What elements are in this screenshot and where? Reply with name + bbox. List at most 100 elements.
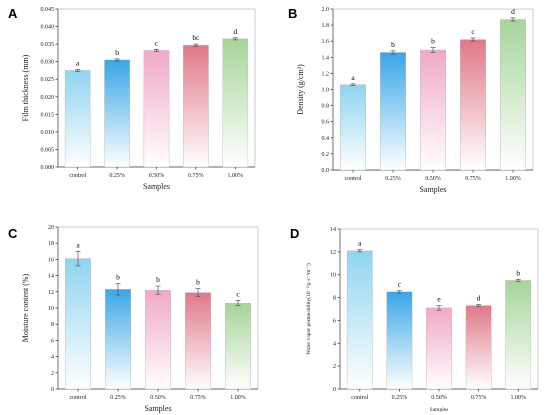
y-axis-label: Film thickness (mm) xyxy=(21,54,30,121)
significance-letter: a xyxy=(76,240,80,249)
y-tick-label: 20 xyxy=(48,225,54,231)
bar-1.00% xyxy=(505,280,532,390)
y-tick-label: 4 xyxy=(333,341,336,347)
y-tick-label: 12 xyxy=(48,290,54,296)
y-tick-label: 0.8 xyxy=(322,104,330,110)
x-tick-label: 0.25% xyxy=(109,173,125,179)
x-tick-label: 0.50% xyxy=(149,173,165,179)
significance-letter: a xyxy=(358,239,362,248)
y-tick-label: 0.000 xyxy=(41,165,55,171)
bar-control xyxy=(64,70,91,168)
bar-1.00% xyxy=(224,302,251,390)
bar-1.00% xyxy=(500,19,527,171)
x-tick-label: control xyxy=(345,176,362,182)
x-tick-label: control xyxy=(70,395,87,401)
significance-letter: c xyxy=(155,38,159,47)
significance-letter: b xyxy=(156,275,160,284)
significance-letter: c xyxy=(236,290,240,299)
y-axis-label: Density (g/cm³) xyxy=(296,64,305,115)
significance-letter: c xyxy=(471,27,475,36)
chart-panel-a: A 0.000 0.005 0.010 0.015 0.020 0.025 0.030 0.03… xyxy=(8,6,256,191)
y-tick-label: 2 xyxy=(333,364,336,370)
bar-0.75% xyxy=(460,39,487,171)
significance-letter: d xyxy=(233,27,237,36)
y-tick-label: 0 xyxy=(51,387,54,393)
y-axis-label: Moisture content (%) xyxy=(21,273,30,342)
significance-letter: b xyxy=(115,48,119,57)
y-tick-label: 2.0 xyxy=(322,7,330,13)
y-tick-label: 1.8 xyxy=(322,23,330,29)
y-tick-label: 6 xyxy=(333,318,336,324)
significance-letter: b xyxy=(116,273,120,282)
x-axis-label: Samples xyxy=(430,407,449,413)
y-tick-label: 0.030 xyxy=(41,60,55,66)
y-tick-label: 14 xyxy=(330,227,336,233)
significance-letter: d xyxy=(511,7,515,16)
y-tick-label: 10 xyxy=(48,306,54,312)
significance-letter: b xyxy=(516,268,520,277)
y-tick-label: 0.010 xyxy=(41,130,55,136)
y-tick-label: 0.020 xyxy=(41,95,55,101)
panel-label: B xyxy=(288,6,297,21)
x-tick-label: control xyxy=(351,395,368,401)
panel-label: D xyxy=(290,226,299,241)
y-tick-label: 12 xyxy=(330,250,336,256)
y-tick-label: 16 xyxy=(48,257,54,263)
y-tick-label: 1.6 xyxy=(322,39,330,45)
bar-0.50% xyxy=(143,50,170,168)
y-tick-label: 6 xyxy=(51,338,54,344)
y-tick-label: 0.035 xyxy=(41,42,55,48)
significance-letter: b xyxy=(391,40,395,49)
bar-0.75% xyxy=(465,305,492,390)
x-tick-label: control xyxy=(69,173,86,179)
y-tick-label: 0.2 xyxy=(322,152,330,158)
bar-0.50% xyxy=(420,49,447,171)
x-tick-label: 0.50% xyxy=(431,395,447,401)
x-tick-label: 0.25% xyxy=(392,395,408,401)
y-tick-label: 1.4 xyxy=(322,55,330,61)
y-tick-label: 0.6 xyxy=(322,120,330,126)
x-tick-label: 0.75% xyxy=(188,173,204,179)
y-tick-label: 0.045 xyxy=(41,7,55,13)
significance-letter: a xyxy=(351,73,355,82)
y-tick-label: 0.4 xyxy=(322,136,330,142)
significance-letter: a xyxy=(76,58,80,67)
x-tick-label: 0.75% xyxy=(190,395,206,401)
x-tick-label: 1.00% xyxy=(228,173,244,179)
bar-0.25% xyxy=(104,59,130,168)
bar-1.00% xyxy=(222,38,249,168)
x-axis-label: Samples xyxy=(419,185,446,194)
y-tick-label: 0.0 xyxy=(322,168,330,174)
x-tick-label: 1.00% xyxy=(505,176,521,182)
y-tick-label: 8 xyxy=(333,296,336,302)
x-axis-label: Samples xyxy=(144,404,171,413)
significance-letter: c xyxy=(398,280,402,289)
y-tick-label: 18 xyxy=(48,241,54,247)
significance-letter: b xyxy=(196,278,200,287)
y-tick-label: 8 xyxy=(51,322,54,328)
bar-0.25% xyxy=(386,291,413,390)
x-tick-label: 0.25% xyxy=(110,395,126,401)
y-axis-label: Water vapor permeability(10⁻¹²g·s⁻¹m⁻¹) xyxy=(305,263,312,355)
y-tick-label: 4 xyxy=(51,355,54,361)
y-tick-label: 14 xyxy=(48,274,54,280)
x-tick-label: 0.50% xyxy=(425,176,441,182)
panel-label: A xyxy=(8,6,18,21)
y-tick-label: 10 xyxy=(330,273,336,279)
x-tick-label: 1.00% xyxy=(510,395,526,401)
bar-0.75% xyxy=(183,44,209,168)
bar-0.50% xyxy=(144,289,171,390)
y-tick-label: 0.015 xyxy=(41,112,55,118)
y-tick-label: 0.005 xyxy=(41,147,55,153)
y-tick-label: 0.040 xyxy=(41,25,55,31)
y-tick-label: 0 xyxy=(333,387,336,393)
x-tick-label: 0.75% xyxy=(471,395,487,401)
y-tick-label: 2 xyxy=(51,371,54,377)
bar-control xyxy=(340,84,367,171)
bar-0.25% xyxy=(104,289,131,390)
x-tick-label: 0.25% xyxy=(385,176,401,182)
y-tick-label: 1.2 xyxy=(322,71,330,77)
x-axis-label: Samples xyxy=(143,182,170,191)
bar-0.75% xyxy=(184,292,211,390)
